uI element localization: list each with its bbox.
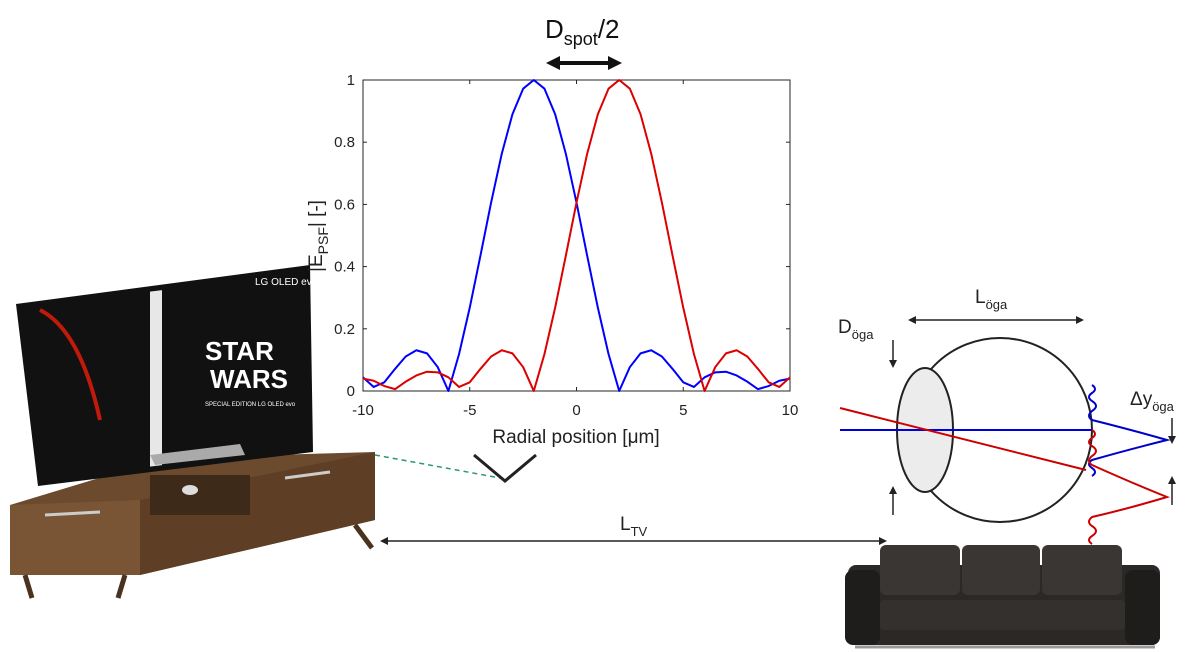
x-tick-label: 0	[572, 402, 580, 419]
tv-bench	[10, 452, 375, 599]
x-tick-label: -10	[352, 402, 374, 419]
eye	[839, 337, 1171, 545]
eye-shift-label: Δyöga	[1130, 389, 1175, 414]
sofa	[845, 545, 1160, 649]
plot-area	[362, 79, 791, 392]
tv-logo: STAR	[205, 336, 274, 366]
zoom-line	[374, 454, 501, 479]
x-tick-label: 5	[679, 402, 687, 419]
tv-caption: SPECIAL EDITION LG OLED evo	[205, 402, 296, 408]
y-axis-label: |EPSF| [-]	[306, 200, 331, 272]
plot: -10 -5 0 5 10 0 0.2 0.4 0.6 0.8 1	[334, 72, 798, 419]
eye-diameter-label: Döga	[838, 317, 874, 342]
tv-logo: WARS	[210, 364, 288, 394]
y-tick-label: 0.8	[334, 134, 355, 151]
y-tick-label: 0.4	[334, 259, 355, 276]
tv-brand: LG OLED evo	[255, 277, 318, 288]
x-tick-label: 10	[782, 402, 799, 419]
y-tick-label: 0	[347, 383, 355, 400]
chart-title: Dspot/2	[545, 14, 620, 49]
x-axis-label: Radial position [μm]	[492, 427, 659, 448]
tv: LG OLED evo STAR WARS SPECIAL EDITION LG…	[16, 265, 318, 486]
y-tick-label: 1	[347, 72, 355, 89]
y-tick-label: 0.2	[334, 321, 355, 338]
y-tick-label: 0.6	[334, 196, 355, 213]
eye-length-label: Löga	[975, 287, 1008, 312]
x-tick-label: -5	[463, 402, 476, 419]
data-line	[362, 79, 791, 392]
view-cone	[473, 453, 537, 483]
tv-distance-label: LTV	[620, 514, 648, 539]
